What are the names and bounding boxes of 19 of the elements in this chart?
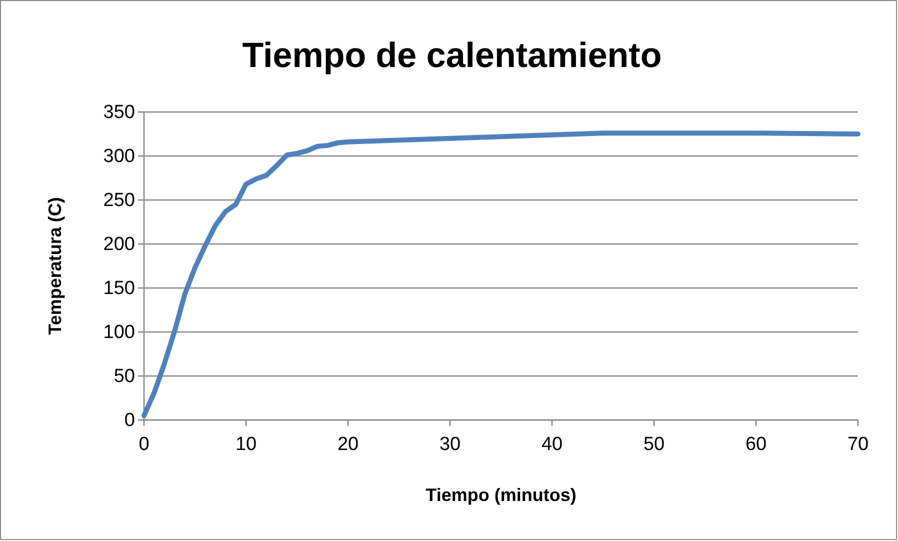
x-tick-label: 30 <box>439 434 461 455</box>
y-tick-label: 150 <box>103 278 135 300</box>
y-tick-label: 50 <box>114 366 135 388</box>
y-tick-label: 100 <box>103 322 135 344</box>
x-tick-label: 10 <box>235 434 257 455</box>
y-tick-label: 200 <box>103 234 135 256</box>
x-tick-label: 0 <box>138 434 150 455</box>
x-tick-label: 60 <box>745 434 767 455</box>
x-tick-label: 20 <box>337 434 359 455</box>
y-tick-label: 350 <box>103 102 135 124</box>
x-axis-title: Tiempo (minutos) <box>426 485 576 505</box>
chart-title: Tiempo de calentamiento <box>242 36 662 75</box>
x-tick-label: 70 <box>847 434 869 455</box>
x-tick-label: 40 <box>541 434 563 455</box>
y-tick-label: 300 <box>103 146 135 168</box>
y-tick-label: 0 <box>124 410 135 432</box>
x-tick-label: 50 <box>643 434 665 455</box>
y-axis-title: Temperatura (C) <box>45 197 65 335</box>
y-tick-label: 250 <box>103 190 135 212</box>
